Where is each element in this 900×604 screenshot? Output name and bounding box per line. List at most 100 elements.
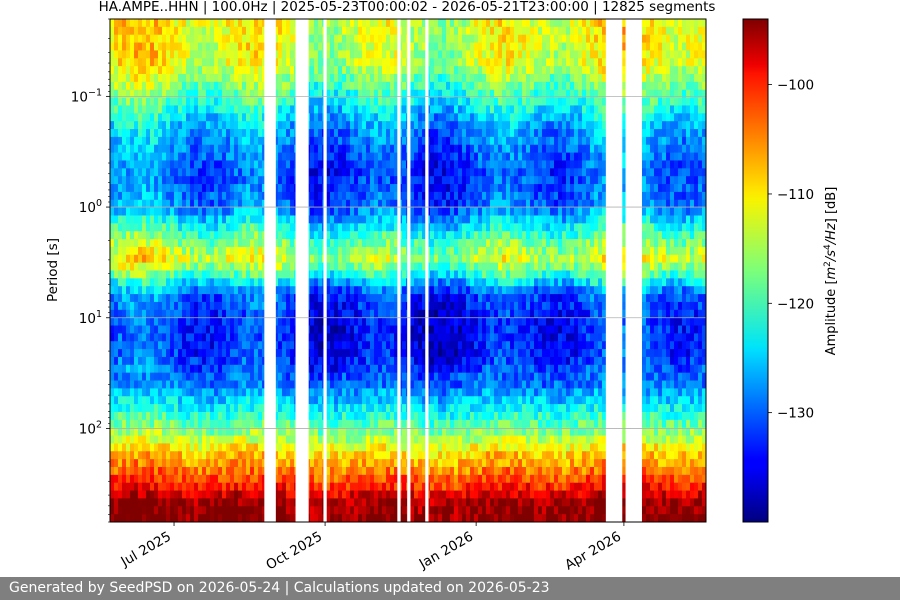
heatmap-cell	[414, 349, 419, 358]
heatmap-cell	[190, 466, 195, 476]
heatmap-cell	[334, 81, 339, 91]
heatmap-cell	[230, 81, 235, 91]
heatmap-cell	[290, 19, 295, 28]
heatmap-cell	[414, 506, 419, 515]
heatmap-cell	[386, 105, 391, 114]
heatmap-cell	[254, 231, 259, 240]
heatmap-cell	[134, 144, 139, 154]
heatmap-cell	[310, 333, 315, 342]
heatmap-cell	[382, 207, 387, 217]
heatmap-cell	[314, 435, 319, 445]
heatmap-cell	[418, 129, 423, 138]
heatmap-cell	[342, 317, 347, 327]
heatmap-cell	[218, 490, 223, 500]
heatmap-cell	[182, 81, 187, 91]
heatmap-cell	[362, 129, 367, 138]
heatmap-cell	[390, 34, 395, 44]
heatmap-cell	[230, 50, 235, 59]
heatmap-cell	[122, 278, 127, 287]
heatmap-cell	[314, 191, 319, 201]
heatmap-cell	[198, 325, 203, 334]
heatmap-cell	[370, 317, 375, 327]
heatmap-cell	[114, 372, 119, 382]
heatmap-cell	[182, 136, 187, 146]
heatmap-cell	[238, 129, 243, 138]
heatmap-cell	[138, 66, 143, 75]
heatmap-cell	[346, 223, 351, 232]
heatmap-cell	[342, 301, 347, 311]
heatmap-cell	[354, 301, 359, 311]
heatmap-cell	[146, 356, 151, 366]
heatmap-cell	[370, 105, 375, 114]
heatmap-cell	[158, 105, 163, 114]
heatmap-cell	[186, 42, 191, 52]
heatmap-cell	[350, 435, 355, 445]
heatmap-cell	[346, 215, 351, 224]
heatmap-cell	[330, 199, 335, 209]
heatmap-cell	[326, 411, 331, 421]
heatmap-cell	[358, 451, 363, 460]
heatmap-cell	[286, 396, 291, 405]
heatmap-cell	[362, 199, 367, 209]
heatmap-cell	[122, 451, 127, 460]
heatmap-cell	[258, 427, 263, 437]
heatmap-cell	[342, 356, 347, 366]
heatmap-cell	[358, 278, 363, 287]
heatmap-cell	[394, 34, 399, 44]
heatmap-cell	[246, 435, 251, 445]
heatmap-cell	[258, 246, 263, 256]
heatmap-cell	[342, 254, 347, 264]
heatmap-cell	[410, 34, 415, 44]
heatmap-cell	[206, 262, 211, 272]
heatmap-cell	[310, 246, 315, 256]
heatmap-cell	[238, 286, 243, 295]
heatmap-cell	[290, 199, 295, 209]
heatmap-cell	[138, 191, 143, 201]
heatmap-cell	[138, 372, 143, 382]
heatmap-cell	[286, 419, 291, 429]
heatmap-cell	[250, 136, 255, 146]
heatmap-cell	[178, 254, 183, 264]
heatmap-cell	[350, 81, 355, 91]
heatmap-cell	[418, 309, 423, 319]
heatmap-cell	[158, 294, 163, 303]
heatmap-cell	[202, 333, 207, 342]
heatmap-cell	[198, 19, 203, 28]
heatmap-cell	[122, 388, 127, 397]
heatmap-cell	[382, 176, 387, 185]
heatmap-cell	[378, 184, 383, 193]
heatmap-cell	[326, 427, 331, 437]
heatmap-cell	[334, 278, 339, 287]
heatmap-cell	[110, 231, 115, 240]
heatmap-cell	[162, 74, 167, 83]
heatmap-cell	[214, 364, 219, 374]
heatmap-cell	[382, 356, 387, 366]
heatmap-cell	[242, 270, 247, 279]
heatmap-cell	[350, 396, 355, 405]
heatmap-cell	[230, 191, 235, 201]
heatmap-cell	[242, 89, 247, 99]
heatmap-cell	[318, 81, 323, 91]
heatmap-cell	[202, 388, 207, 397]
heatmap-cell	[178, 144, 183, 154]
heatmap-cell	[206, 239, 211, 248]
heatmap-cell	[414, 66, 419, 75]
heatmap-cell	[142, 404, 147, 413]
heatmap-cell	[402, 144, 407, 154]
heatmap-cell	[410, 443, 415, 452]
heatmap-cell	[386, 254, 391, 264]
heatmap-cell	[350, 239, 355, 248]
heatmap-cell	[386, 482, 391, 492]
heatmap-cell	[314, 301, 319, 311]
heatmap-cell	[358, 199, 363, 209]
heatmap-cell	[222, 26, 227, 36]
heatmap-cell	[158, 215, 163, 224]
heatmap-cell	[122, 294, 127, 303]
heatmap-cell	[330, 364, 335, 374]
heatmap-cell	[114, 309, 119, 319]
heatmap-cell	[170, 270, 175, 279]
heatmap-cell	[250, 474, 255, 484]
heatmap-cell	[354, 404, 359, 413]
heatmap-cell	[414, 372, 419, 382]
heatmap-cell	[218, 404, 223, 413]
